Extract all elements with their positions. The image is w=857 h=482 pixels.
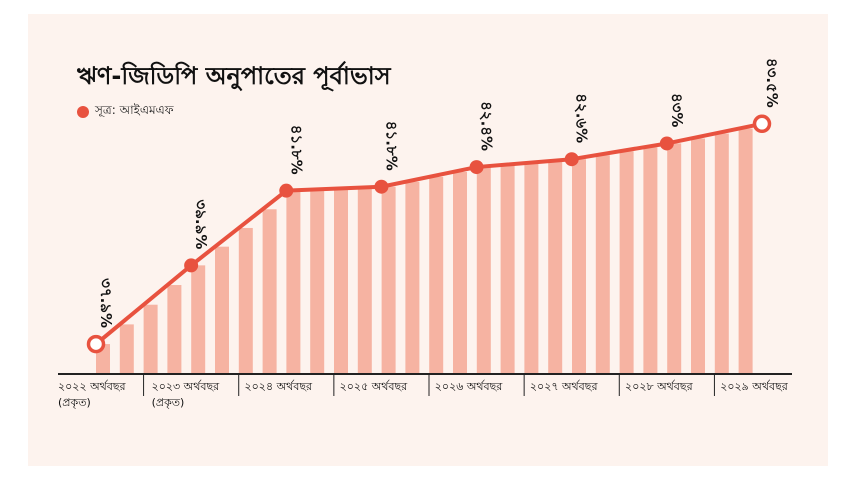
stripe (524, 163, 539, 374)
data-point (86, 334, 106, 354)
data-label: ৪১.৮% (287, 125, 305, 175)
data-points (86, 114, 772, 354)
data-label: ৪১.৮% (382, 121, 400, 171)
stripe (643, 147, 658, 374)
data-label: ৪৩% (668, 93, 686, 128)
stripe (500, 165, 515, 374)
data-label: ৪৩.৫% (763, 58, 781, 108)
stripe (572, 159, 586, 374)
data-point (752, 114, 772, 134)
stripe (691, 138, 705, 374)
x-axis (58, 373, 792, 396)
data-labels: ৩৭.৯% ৩৯.৯% ৪১.৮% ৪১.৮% ৪২.৪% ৪২.৬% ৪৩% ৪৩.৫% (97, 58, 781, 328)
stripe (429, 176, 444, 374)
legend: সূত্র: আইএমএফ (77, 102, 174, 122)
data-point (184, 258, 199, 273)
stripe (548, 161, 563, 374)
x-tick-label: ২০২৩ অর্থবছর (152, 380, 221, 393)
stripe (167, 285, 182, 374)
stripe (619, 151, 634, 374)
series-line-path (94, 121, 763, 346)
data-label: ৩৭.৯% (97, 278, 115, 328)
stripe (476, 167, 491, 374)
stripe (405, 181, 420, 374)
data-point (469, 160, 484, 175)
data-label: ৩৯.৯% (192, 199, 210, 249)
stripe (738, 128, 753, 374)
x-tick-label: ২০২৬ অর্থবছর (435, 380, 504, 393)
legend-dot-icon (77, 106, 89, 118)
stripe (595, 155, 610, 374)
stripe (119, 324, 134, 374)
data-label: ৪২.৬% (573, 93, 591, 143)
x-tick-labels: ২০২২ অর্থবছর (প্রকৃত) ২০২৩ অর্থবছর (প্রকৃত)… (58, 380, 789, 409)
legend-label: সূত্র: আইএমএফ (95, 103, 174, 117)
chart-title: ঋণ-জিডিপি অনুপাতের পূর্বাভাস (77, 62, 391, 90)
stripe (262, 209, 277, 374)
stripe (667, 143, 682, 374)
stripe-fill (96, 128, 753, 374)
x-tick-label: ২০২৮ অর্থবছর (625, 380, 694, 393)
x-tick-label: ২০২৪ অর্থবছর (244, 380, 313, 393)
stripe (215, 246, 229, 374)
stripe (238, 227, 253, 374)
data-point (374, 179, 389, 194)
stripe (310, 189, 325, 374)
stripe (143, 304, 158, 374)
stripe (714, 133, 729, 374)
x-tick-label: ২০২৭ অর্থবছর (530, 380, 599, 393)
stripe (286, 190, 301, 374)
stripe (453, 171, 467, 374)
x-tick-label: ২০২৯ অর্থবছর (720, 380, 789, 393)
data-point (659, 136, 674, 151)
stripe (191, 265, 206, 374)
x-tick-label: ২০২৫ অর্থবছর (340, 380, 409, 393)
stripe (357, 187, 372, 374)
stripe (381, 186, 396, 374)
data-point (564, 152, 579, 167)
x-tick-label: (প্রকৃত) (58, 396, 91, 409)
series-line (94, 121, 763, 346)
stripe (334, 188, 348, 374)
x-tick-label: (প্রকৃত) (152, 396, 185, 409)
x-tick-label: ২০২২ অর্থবছর (58, 380, 127, 393)
data-label: ৪২.৪% (478, 101, 496, 151)
data-point (279, 183, 294, 198)
